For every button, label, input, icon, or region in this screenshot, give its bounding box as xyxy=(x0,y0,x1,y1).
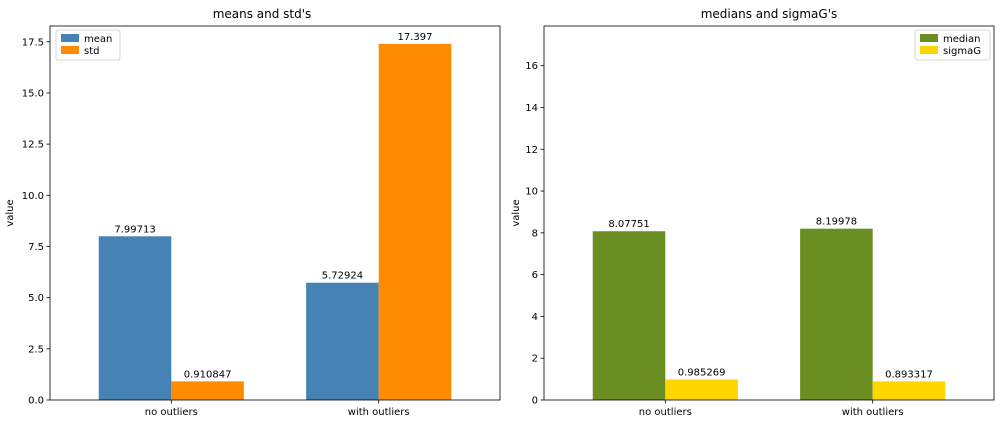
legend-swatch-sigmaG xyxy=(920,46,938,54)
bar-value-label: 8.07751 xyxy=(608,219,649,230)
bar-value-label: 0.985269 xyxy=(678,367,726,378)
bar-std-1 xyxy=(171,381,244,400)
y-tick-label: 0.0 xyxy=(28,396,44,407)
means-std-chart: means and std's value 7.99713 5.72924 0.91… xyxy=(5,7,501,418)
y-axis-label: value xyxy=(5,199,16,226)
y-tick-label: 2.5 xyxy=(28,344,44,355)
legend-swatch-median xyxy=(920,34,938,42)
bar-value-label: 5.72924 xyxy=(322,271,363,282)
y-tick-label: 2 xyxy=(532,354,538,365)
chart-title: medians and sigmaG's xyxy=(701,7,838,21)
x-ticks: no outliers with outliers xyxy=(639,400,904,418)
bar-mean-2 xyxy=(306,282,379,400)
y-ticks: 0 2 4 6 8 10 12 14 16 xyxy=(525,61,544,407)
legend-label-std: std xyxy=(84,46,99,57)
plot-frame xyxy=(543,25,995,401)
legend-label-median: median xyxy=(943,34,981,45)
bar-std-2 xyxy=(378,43,452,401)
legend-swatch-std xyxy=(61,46,79,54)
y-tick-label: 6 xyxy=(532,270,538,281)
y-tick-label: 10 xyxy=(525,187,538,198)
bar-value-label: 17.397 xyxy=(397,32,432,43)
plot-frame xyxy=(49,25,501,401)
bars xyxy=(98,43,452,401)
y-tick-label: 15.0 xyxy=(22,88,44,99)
y-ticks: 0.0 2.5 5.0 7.5 10.0 12.5 15.0 17.5 xyxy=(22,37,50,407)
bar-mean-1 xyxy=(98,236,172,400)
y-tick-label: 4 xyxy=(532,312,538,323)
bar-labels: 7.99713 5.72924 0.910847 17.397 xyxy=(114,32,432,380)
y-tick-label: 17.5 xyxy=(22,37,44,48)
y-tick-label: 5.0 xyxy=(28,293,44,304)
bar-value-label: 0.893317 xyxy=(885,369,933,380)
medians-sigmag-chart: medians and sigmaG's value 8.07751 8.1997… xyxy=(511,7,995,418)
legend-label-sigmaG: sigmaG xyxy=(943,46,981,57)
bar-median-2 xyxy=(800,228,873,400)
bar-sigmaG-1 xyxy=(665,379,738,400)
chart-title: means and std's xyxy=(213,7,312,21)
bars xyxy=(592,228,946,400)
bar-value-label: 0.910847 xyxy=(184,369,232,380)
x-tick-label: no outliers xyxy=(145,407,198,418)
y-tick-label: 12 xyxy=(525,145,538,156)
x-tick-label: with outliers xyxy=(348,407,410,418)
bar-value-label: 7.99713 xyxy=(114,224,155,235)
legend-label-mean: mean xyxy=(84,34,112,45)
x-tick-label: no outliers xyxy=(639,407,692,418)
y-tick-label: 8 xyxy=(532,228,538,239)
y-tick-label: 10.0 xyxy=(22,191,44,202)
y-tick-label: 0 xyxy=(532,396,538,407)
y-tick-label: 16 xyxy=(525,61,538,72)
y-tick-label: 14 xyxy=(525,103,538,114)
bar-value-label: 8.19978 xyxy=(816,217,857,228)
y-tick-label: 12.5 xyxy=(22,140,44,151)
bar-sigmaG-2 xyxy=(872,381,946,400)
x-tick-label: with outliers xyxy=(842,407,904,418)
bar-median-1 xyxy=(592,231,666,400)
x-ticks: no outliers with outliers xyxy=(145,400,410,418)
bar-labels: 8.07751 8.19978 0.985269 0.893317 xyxy=(608,217,932,381)
legend-swatch-mean xyxy=(61,34,79,42)
y-axis-label: value xyxy=(511,199,522,226)
y-tick-label: 7.5 xyxy=(28,242,44,253)
